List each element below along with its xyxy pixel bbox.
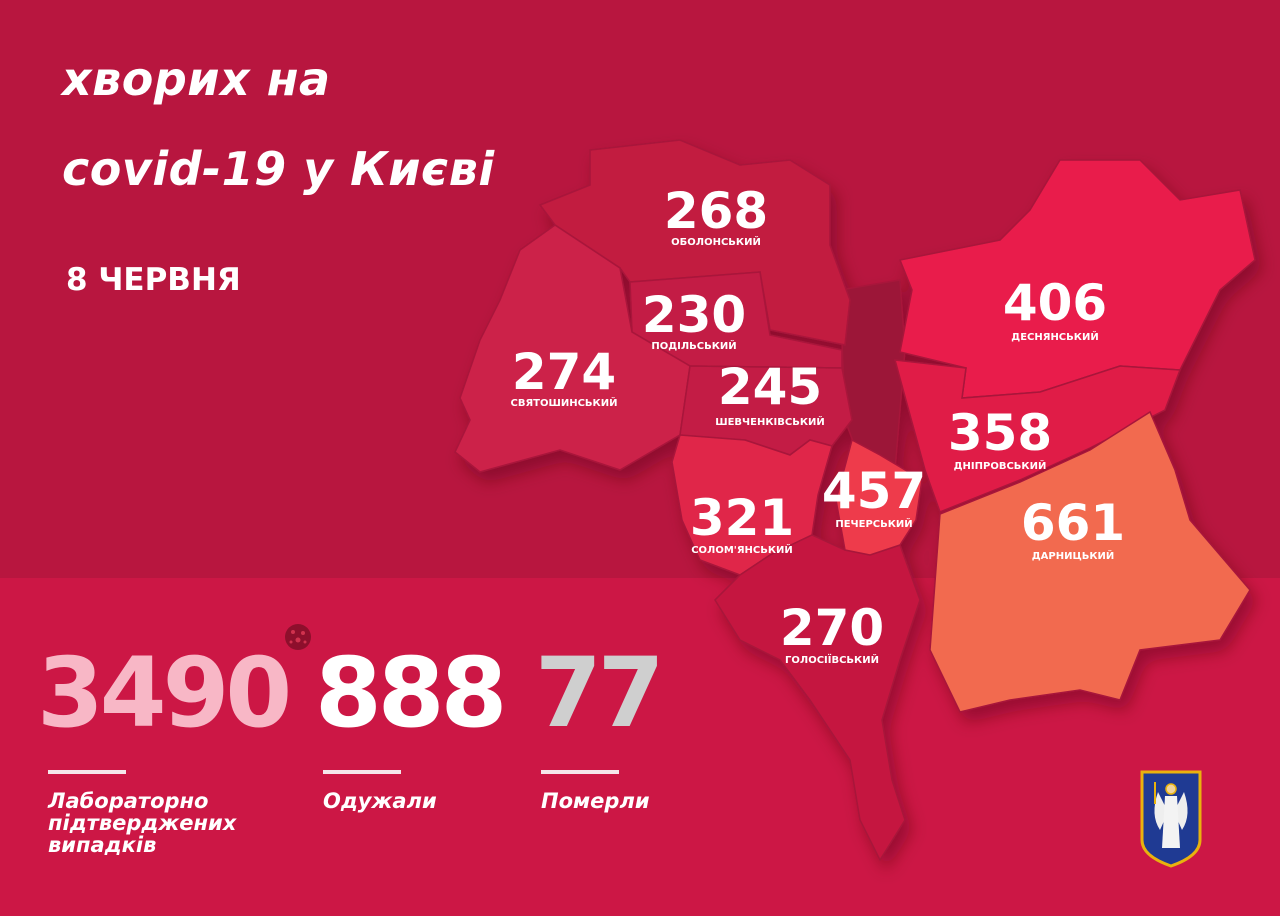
recovered-label: Одужали: [323, 789, 437, 813]
date: 8 ЧЕРВНЯ: [66, 262, 241, 298]
district-value-shevchenkivskyi: 245: [718, 358, 822, 416]
district-name-obolonskyi: ОБОЛОНСЬКИЙ: [671, 235, 761, 248]
district-value-sviatoshynskyi: 274: [512, 343, 616, 401]
district-value-dniprovskyi: 358: [948, 404, 1052, 462]
district-name-pecherskyi: ПЕЧЕРСЬКИЙ: [835, 517, 912, 530]
district-value-holosiivskyi: 270: [780, 599, 884, 657]
district-name-dniprovskyi: ДНІПРОВСЬКИЙ: [954, 459, 1047, 472]
district-shape-pecherskyi: [835, 438, 923, 556]
district-value-pecherskyi: 457: [822, 462, 926, 520]
title-line-1: хворих на: [62, 52, 331, 106]
district-name-desnianskyi: ДЕСНЯНСЬКИЙ: [1011, 330, 1098, 343]
deaths-total: 77: [535, 637, 665, 749]
deaths-label: Померли: [541, 789, 650, 813]
confirmed-label-line: підтверджених: [48, 811, 237, 835]
district-name-podilskyi: ПОДІЛЬСЬКИЙ: [651, 339, 736, 352]
confirmed-total: 3490: [37, 637, 292, 749]
deaths-divider: [541, 770, 619, 774]
district-shape-obolonskyi: [538, 139, 851, 346]
district-shape-dniprovskyi: [893, 359, 1182, 513]
district-name-shevchenkivskyi: ШЕВЧЕНКІВСЬКИЙ: [715, 415, 824, 428]
virus-icon: [285, 624, 311, 650]
title-line-2: covid-19 у Києві: [62, 142, 495, 196]
district-shape-desnianskyi: [898, 159, 1256, 399]
district-shape-darnytskyi: [929, 410, 1251, 713]
district-shape-holosiivskyi: [714, 534, 921, 862]
district-name-darnytskyi: ДАРНИЦЬКИЙ: [1032, 549, 1115, 562]
district-name-sviatoshynskyi: СВЯТОШИНСЬКИЙ: [511, 396, 618, 409]
district-labels: 268 ОБОЛОНСЬКИЙ 230 ПОДІЛЬСЬКИЙ 274 СВЯТ…: [511, 182, 1126, 666]
confirmed-label-line: випадків: [48, 833, 157, 857]
district-name-holosiivskyi: ГОЛОСІЇВСЬКИЙ: [785, 652, 879, 666]
confirmed-label: Лабораторно підтверджених випадків: [48, 790, 236, 856]
recovered-total: 888: [315, 637, 507, 749]
confirmed-divider: [48, 770, 126, 774]
district-value-solomianskyi: 321: [690, 489, 794, 547]
confirmed-label-line: Лабораторно: [48, 789, 209, 813]
district-value-darnytskyi: 661: [1021, 494, 1125, 552]
district-value-obolonskyi: 268: [664, 182, 768, 240]
district-name-solomianskyi: СОЛОМ'ЯНСЬКИЙ: [691, 543, 793, 556]
district-value-podilskyi: 230: [642, 286, 746, 344]
recovered-divider: [323, 770, 401, 774]
kyiv-coat-of-arms-icon: [1140, 770, 1202, 868]
district-value-desnianskyi: 406: [1003, 274, 1107, 332]
district-shape-sviatoshynskyi: [454, 224, 691, 473]
